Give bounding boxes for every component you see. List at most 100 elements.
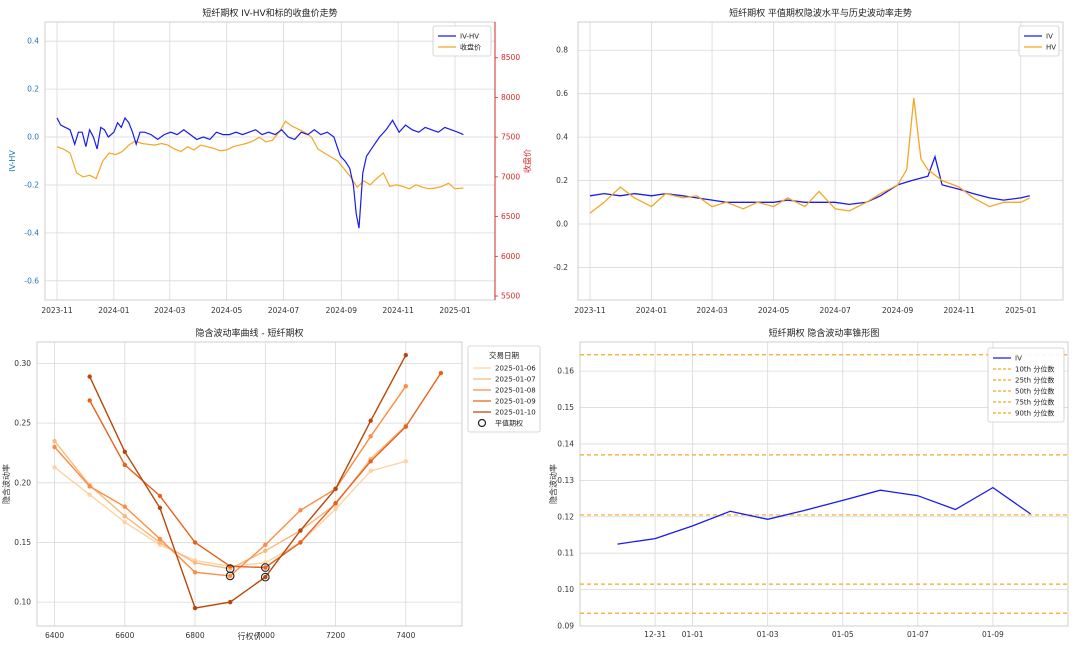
data-point xyxy=(157,493,163,499)
y-tick-label: 0.4 xyxy=(27,37,39,46)
y-axis-label: 隐含波动率 xyxy=(1,464,11,504)
data-point xyxy=(403,383,409,389)
x-tick-label: 2023-11 xyxy=(41,306,73,315)
legend-label: IV xyxy=(1015,355,1022,363)
x-tick-label: 2024-09 xyxy=(882,306,914,315)
plot-frame xyxy=(36,341,463,627)
x-tick-label: 2024-01 xyxy=(98,306,130,315)
y2-tick-label: 8000 xyxy=(501,93,520,102)
legend-label: 2025-01-09 xyxy=(495,398,536,406)
y2-tick-label: 6500 xyxy=(501,212,520,221)
y-tick-label: 0.15 xyxy=(14,538,31,547)
y-tick-label: -0.6 xyxy=(24,276,39,285)
y-tick-label: 0.15 xyxy=(557,403,574,412)
series-line-2025-01-06 xyxy=(54,460,406,568)
x-tick-label: 7000 xyxy=(256,631,275,640)
panel-smile-curve: 6400 6600 6800 7000 7200 7400 0.10 0.15 0.20 0.25… xyxy=(1,327,541,641)
legend-label: 10th 分位数 xyxy=(1015,365,1054,374)
data-point xyxy=(122,449,128,454)
x-tick-label: 2024-03 xyxy=(154,306,186,315)
y-tick-label: 0.12 xyxy=(557,512,574,521)
data-point xyxy=(157,505,163,511)
x-tick-label: 6600 xyxy=(115,631,134,640)
y-tick-label: 0.11 xyxy=(557,549,574,558)
y-tick-label: 0.14 xyxy=(557,439,574,448)
x-tick-label: 2024-11 xyxy=(383,306,415,315)
data-point xyxy=(52,438,57,444)
x-tick-label: 2024-09 xyxy=(326,306,358,315)
legend-label: 25th 分位数 xyxy=(1015,376,1054,385)
x-tick-label: 01-09 xyxy=(982,630,1004,639)
y2-tick-label: 6000 xyxy=(501,252,520,261)
data-point xyxy=(52,465,57,470)
y2-tick-label: 7000 xyxy=(501,172,520,181)
x-tick-label: 2024-11 xyxy=(944,306,976,315)
data-point xyxy=(157,540,163,545)
data-point xyxy=(263,574,268,580)
x-axis-label: 行权价 xyxy=(238,631,262,641)
data-point xyxy=(87,492,92,497)
legend-label: 75th 分位数 xyxy=(1015,398,1054,407)
y2-axis-label: 收盘价 xyxy=(522,149,532,173)
y-tick-label: 0.10 xyxy=(557,585,574,594)
plot-frame xyxy=(577,21,1064,301)
y2-tick-label: 5500 xyxy=(501,292,520,301)
legend-label: 收盘价 xyxy=(460,43,481,52)
chart-title: 短纤期权 IV-HV和标的收盘价走势 xyxy=(202,7,337,19)
y2-tick-label: 8500 xyxy=(501,53,520,62)
y-tick-label: 0.0 xyxy=(556,219,568,228)
data-point xyxy=(333,506,338,512)
panel-iv-hv-close: 2023-11 2024-01 2024-03 2024-05 2024-07 2024-… xyxy=(8,7,532,315)
data-point xyxy=(298,540,303,545)
data-point xyxy=(227,573,233,579)
legend-label: 50th 分位数 xyxy=(1015,387,1054,396)
y-axis-label: 隐含波动率 xyxy=(548,464,558,504)
chart-title: 短纤期权 隐含波动率锥形图 xyxy=(769,327,880,339)
y-tick-label: 0.4 xyxy=(556,133,568,142)
x-tick-label: 12-31 xyxy=(644,630,666,639)
data-point xyxy=(333,486,338,491)
x-tick-label: 01-07 xyxy=(907,630,929,639)
x-tick-label: 2025-01 xyxy=(1005,306,1037,315)
x-tick-label: 7200 xyxy=(326,631,345,640)
y-tick-label: 0.6 xyxy=(556,89,568,98)
data-point xyxy=(298,528,303,533)
y-tick-label: 0.10 xyxy=(14,598,31,607)
legend-marker xyxy=(477,418,487,428)
data-point xyxy=(403,424,409,429)
x-tick-label: 01-01 xyxy=(682,630,704,639)
panel-iv-hv-levels: 2023-11 2024-01 2024-03 2024-05 2024-07 2024-… xyxy=(553,7,1064,315)
atm-marker xyxy=(260,563,270,572)
data-point xyxy=(368,434,373,439)
legend-label: IV xyxy=(1046,33,1053,41)
x-tick-label: 01-03 xyxy=(757,630,779,639)
data-point xyxy=(87,484,92,489)
data-point xyxy=(192,560,198,565)
series-line-iv-hv xyxy=(56,116,464,229)
y-tick-label: 0.16 xyxy=(557,367,574,376)
legend-label: 2025-01-10 xyxy=(495,409,536,417)
chart-title: 隐含波动率曲线 - 短纤期权 xyxy=(196,327,304,339)
x-tick-label: 6800 xyxy=(186,631,205,640)
series-line-2025-01-10 xyxy=(89,354,407,609)
data-point xyxy=(122,504,128,509)
legend-box xyxy=(432,25,492,57)
data-point xyxy=(87,398,92,403)
legend-label: HV xyxy=(1046,44,1056,52)
atm-marker xyxy=(260,572,270,582)
data-point xyxy=(87,374,92,379)
data-point xyxy=(192,540,198,545)
data-point xyxy=(227,599,233,605)
legend-label: 2025-01-07 xyxy=(495,376,536,384)
plot-frame xyxy=(579,341,1069,627)
series-line-iv xyxy=(617,486,1031,545)
data-point xyxy=(122,462,128,468)
data-point xyxy=(403,459,409,464)
atm-marker xyxy=(225,571,235,581)
data-point xyxy=(333,500,338,506)
x-tick-label: 7400 xyxy=(396,631,415,640)
y-tick-label: 0.8 xyxy=(556,46,568,55)
x-tick-label: 2024-03 xyxy=(696,306,728,315)
y-tick-label: -0.2 xyxy=(553,263,568,272)
